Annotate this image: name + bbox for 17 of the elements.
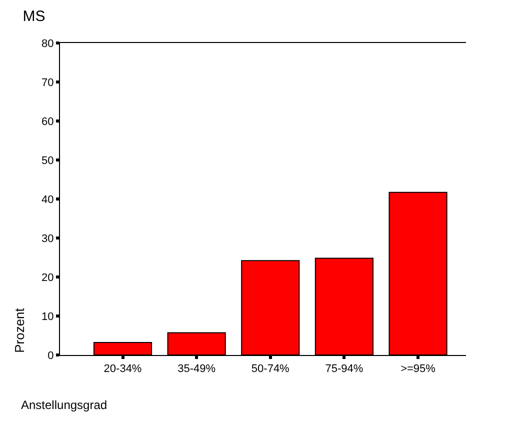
x-tick-label: 75-94% xyxy=(325,363,364,376)
y-tick-label: 60 xyxy=(42,116,54,128)
x-tick-label: 50-74% xyxy=(251,363,290,376)
chart-title: MS xyxy=(22,8,46,26)
y-tick-label: 30 xyxy=(42,232,54,245)
y-tick-label: 50 xyxy=(42,154,54,167)
x-tick-label: >=95% xyxy=(400,363,436,376)
y-tick-label: 80 xyxy=(42,38,54,50)
x-axis-title: Anstellungsgrad xyxy=(21,398,108,412)
x-tick-label: 35-49% xyxy=(178,363,216,376)
y-tick-label: 20 xyxy=(42,272,54,284)
y-axis-title: Prozent xyxy=(12,308,27,353)
y-tick-label: 0 xyxy=(48,350,54,362)
y-tick-label: 10 xyxy=(42,310,54,323)
y-tick-label: 70 xyxy=(42,76,54,89)
y-tick-label: 40 xyxy=(42,194,54,206)
x-tick-label: 20-34% xyxy=(104,363,142,376)
